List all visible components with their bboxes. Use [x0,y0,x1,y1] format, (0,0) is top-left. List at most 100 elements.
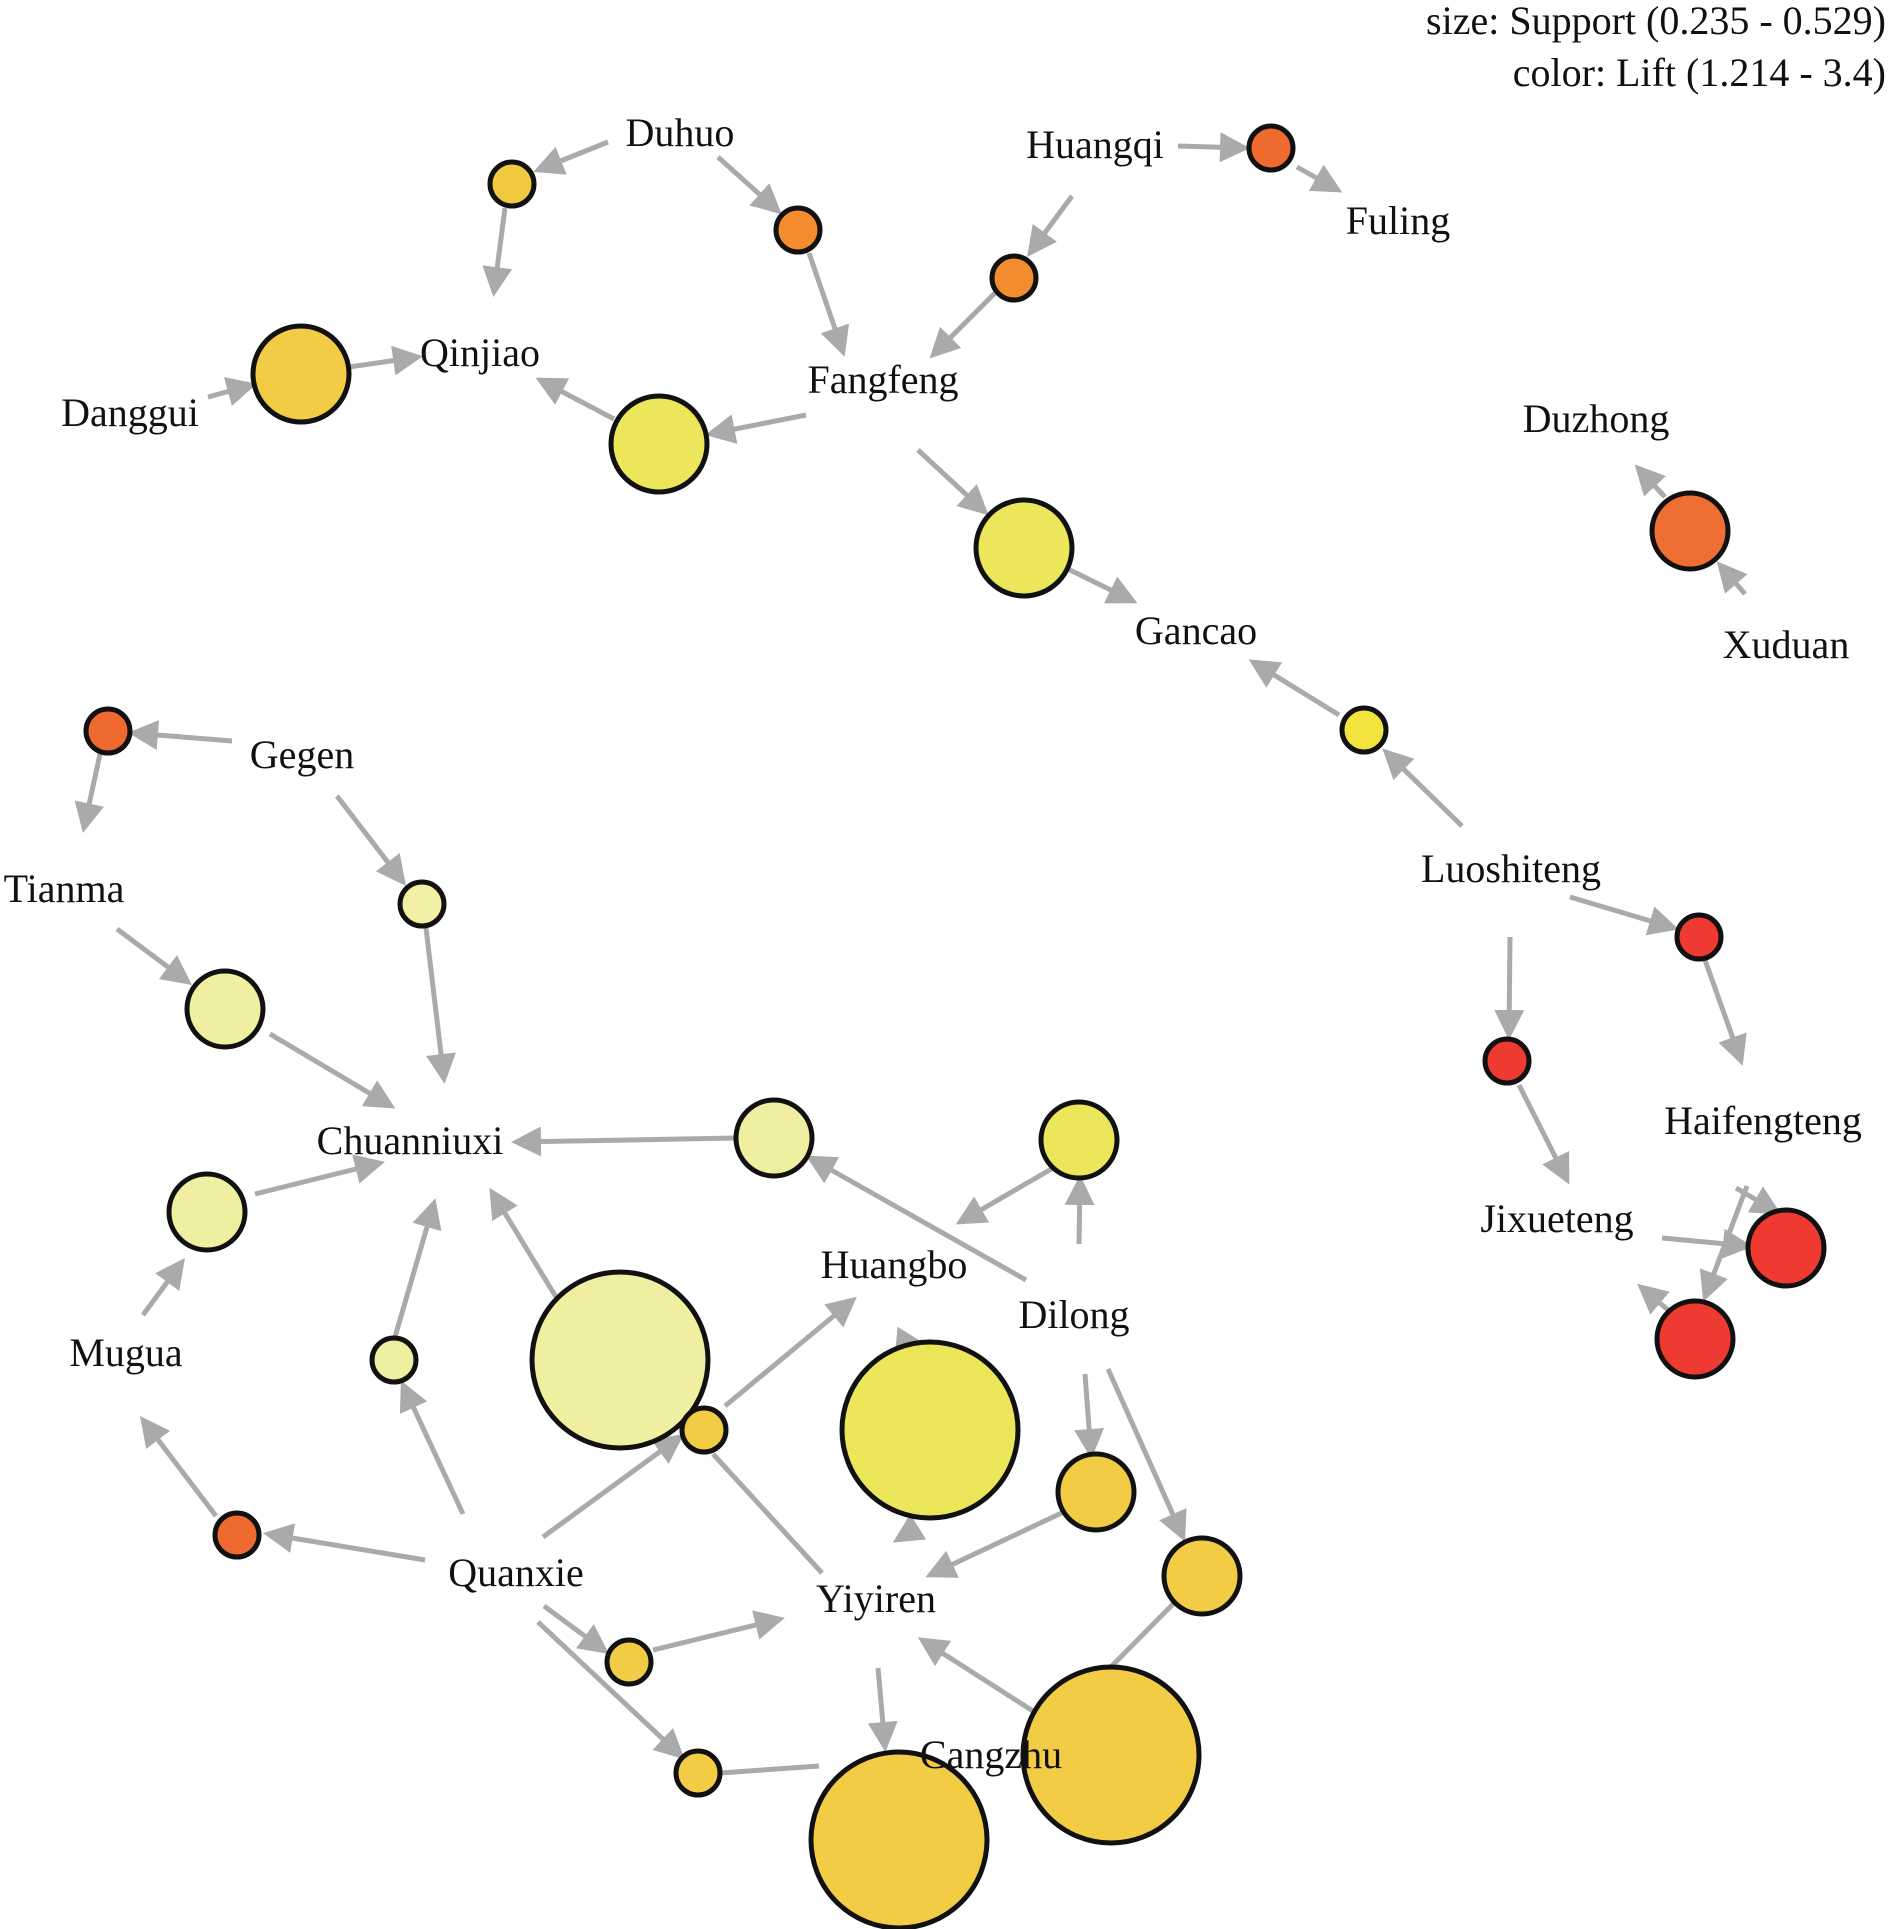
rule-node-r15 [733,1097,815,1179]
herb-label-qinjiao: Qinjiao [420,330,540,375]
rule-node-r21 [369,1335,419,1385]
rule-node-r25 [1055,1451,1137,1533]
rule-node-r7 [973,497,1075,599]
rule-edge [805,1155,1028,1283]
rule-edge [263,1523,426,1563]
rule-edge [719,1763,820,1776]
rule-edge [423,927,456,1084]
herb-label-duzhong: Duzhong [1523,396,1670,441]
rule-edge [348,345,423,376]
legend-color-line: color: Lift (1.214 - 3.4) [1513,50,1886,95]
rule-edge [536,1620,685,1760]
rule-edge [1295,164,1343,193]
rule-node-r23 [839,1339,1021,1521]
rule-edge [955,1161,1062,1225]
rule-edge [1702,959,1747,1066]
rule-edge [254,1154,385,1197]
rule-node-r3 [1246,123,1296,173]
rule-edge [115,926,193,985]
rule-edge [128,720,233,750]
rule-nodes-layer [83,123,1827,1929]
herb-label-fangfeng: Fangfeng [807,357,958,402]
rule-node-r16 [1038,1099,1120,1181]
legend-size-line: size: Support (0.235 - 0.529) [1426,0,1886,43]
herb-label-luoshiteng: Luoshiteng [1421,846,1601,891]
rule-edge [723,1296,857,1408]
rule-edge [140,1257,185,1317]
rule-edge [207,377,257,407]
rule-edge [711,1452,824,1575]
rule-edge [916,448,989,516]
rule-edge [1105,1367,1187,1542]
rule-edge [268,1031,396,1109]
rule-node-r14 [1482,1036,1532,1086]
rule-node-r4 [989,253,1039,303]
rule-edge [1248,659,1341,718]
edges-layer [74,132,1782,1776]
rule-node-r20 [529,1269,711,1451]
rule-edge [806,252,850,357]
rule-edge [541,1434,685,1540]
rule-edge [1516,1083,1570,1185]
rule-edge [867,1667,898,1752]
herb-label-huangbo: Huangbo [821,1242,968,1287]
rule-node-r18 [1745,1207,1827,1289]
herb-label-duhuo: Duhuo [626,110,735,155]
rule-edge [1027,194,1075,258]
rule-edge [1494,936,1525,1040]
rule-edge [705,412,807,444]
rule-edge [1074,1373,1105,1459]
rule-edge [929,291,997,359]
rule-edge [74,753,104,833]
rule-edge [335,794,407,886]
rule-edge [917,1637,1038,1716]
rule-node-r12 [184,968,266,1050]
rule-node-r8 [1649,490,1731,572]
herb-label-jixueteng: Jixueteng [1480,1196,1633,1241]
herb-labels-layer: Duhuo Huangqi Fuling Qinjiao Fangfeng Da… [4,110,1862,1777]
rule-node-r26 [1161,1535,1243,1617]
rule-edge [535,377,616,422]
rule-node-r13 [1674,912,1724,962]
rule-node-r2 [773,205,823,255]
rule-node-r9 [1339,705,1389,755]
rule-node-r1 [487,159,537,209]
herb-label-gegen: Gegen [250,732,354,777]
rule-edge [1637,1283,1670,1315]
rule-edge [511,1126,737,1157]
rule-edge [482,207,513,297]
rule-edge [1177,132,1250,163]
herb-label-quanxie: Quanxie [448,1550,584,1595]
herb-label-dilong: Dilong [1018,1292,1129,1337]
rule-edge [139,1416,218,1518]
herb-label-chuanniuxi: Chuanniuxi [317,1118,504,1163]
herb-label-mugua: Mugua [69,1330,183,1375]
rule-node-r27 [604,1637,654,1687]
rule-node-r5 [250,323,352,425]
rule-edge [542,1603,610,1654]
rule-node-r19 [1654,1298,1736,1380]
rule-node-r24 [212,1510,262,1560]
rule-node-r22 [679,1405,729,1455]
rule-edge [716,155,782,215]
herb-label-fuling: Fuling [1346,198,1450,243]
rule-edge [1064,1175,1095,1245]
herb-label-tianma: Tianma [4,866,125,911]
herb-label-gancao: Gancao [1135,608,1257,653]
rule-node-r6 [608,393,710,495]
rule-node-r11 [397,879,447,929]
rule-edge [533,139,609,175]
rule-edge [392,1198,442,1338]
rule-edge [1569,894,1679,936]
herb-label-yiyiren: Yiyiren [816,1576,936,1621]
rule-node-r17 [166,1171,248,1253]
legend: size: Support (0.235 - 0.529) color: Lif… [1426,0,1886,95]
rule-edge [652,1610,785,1653]
rule-edge [1661,1228,1753,1259]
herb-label-danggui: Danggui [61,390,199,435]
herb-label-huangqi: Huangqi [1026,122,1164,167]
rule-node-r30 [808,1749,990,1929]
rule-edge [1382,748,1464,828]
rule-edge [1634,464,1667,499]
